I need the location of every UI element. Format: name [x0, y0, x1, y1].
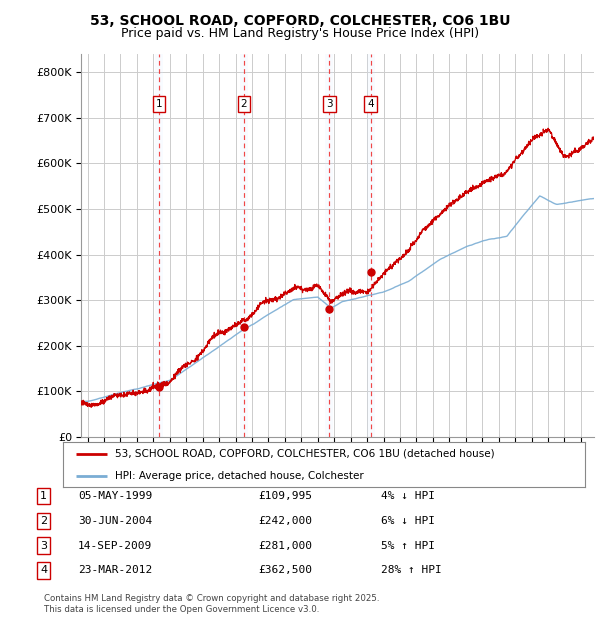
Text: Price paid vs. HM Land Registry's House Price Index (HPI): Price paid vs. HM Land Registry's House …: [121, 27, 479, 40]
Text: 6% ↓ HPI: 6% ↓ HPI: [381, 516, 435, 526]
Text: 4: 4: [367, 99, 374, 109]
Text: £242,000: £242,000: [258, 516, 312, 526]
Text: 4% ↓ HPI: 4% ↓ HPI: [381, 491, 435, 501]
Text: 23-MAR-2012: 23-MAR-2012: [78, 565, 152, 575]
Text: 2: 2: [40, 516, 47, 526]
Bar: [239, 54, 248, 437]
Text: 30-JUN-2004: 30-JUN-2004: [78, 516, 152, 526]
Text: HPI: Average price, detached house, Colchester: HPI: Average price, detached house, Colc…: [115, 471, 364, 480]
Text: 3: 3: [326, 99, 332, 109]
Bar: [325, 54, 334, 437]
Text: Contains HM Land Registry data © Crown copyright and database right 2025.
This d: Contains HM Land Registry data © Crown c…: [44, 595, 379, 614]
Text: 4: 4: [40, 565, 47, 575]
Text: 53, SCHOOL ROAD, COPFORD, COLCHESTER, CO6 1BU: 53, SCHOOL ROAD, COPFORD, COLCHESTER, CO…: [90, 14, 510, 28]
Text: 1: 1: [40, 491, 47, 501]
Bar: [367, 54, 375, 437]
Text: 5% ↑ HPI: 5% ↑ HPI: [381, 541, 435, 551]
Bar: [155, 54, 163, 437]
Text: £109,995: £109,995: [258, 491, 312, 501]
Text: 1: 1: [156, 99, 163, 109]
Text: 3: 3: [40, 541, 47, 551]
Text: £281,000: £281,000: [258, 541, 312, 551]
Text: 53, SCHOOL ROAD, COPFORD, COLCHESTER, CO6 1BU (detached house): 53, SCHOOL ROAD, COPFORD, COLCHESTER, CO…: [115, 449, 495, 459]
Text: £362,500: £362,500: [258, 565, 312, 575]
Text: 2: 2: [241, 99, 247, 109]
Text: 14-SEP-2009: 14-SEP-2009: [78, 541, 152, 551]
Text: 05-MAY-1999: 05-MAY-1999: [78, 491, 152, 501]
Text: 28% ↑ HPI: 28% ↑ HPI: [381, 565, 442, 575]
